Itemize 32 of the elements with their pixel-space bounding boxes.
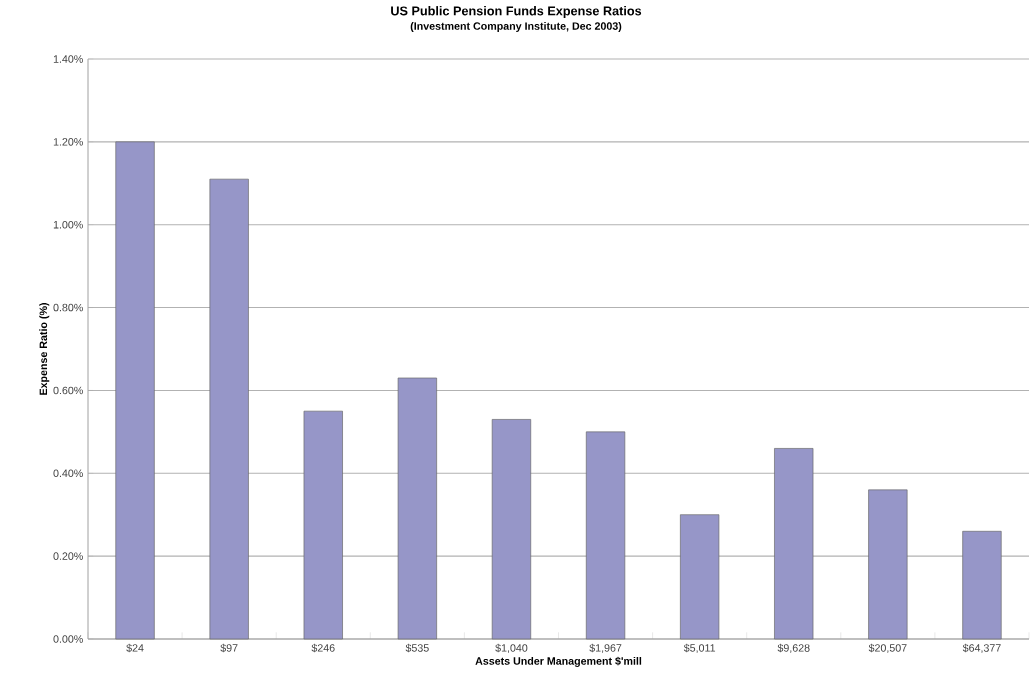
y-tick-label: 1.20%: [53, 138, 83, 146]
chart-title: US Public Pension Funds Expense Ratios: [391, 6, 642, 18]
x-tick-label: $1,967: [589, 643, 622, 653]
x-tick-label: $20,507: [868, 643, 907, 653]
y-tick-label: 1.40%: [53, 55, 83, 63]
bar: [397, 377, 437, 640]
x-tick-label: $1,040: [495, 643, 528, 653]
x-tick-label: $535: [405, 643, 429, 653]
y-tick-label: 1.00%: [53, 220, 83, 229]
y-tick-label: 0.80%: [53, 303, 83, 312]
y-axis-title: Expense Ratio (%): [39, 303, 50, 395]
bar: [491, 419, 532, 640]
x-axis-title: Assets Under Management $'mill: [475, 656, 642, 667]
bar: [209, 178, 249, 640]
bar: [774, 448, 814, 640]
x-tick-label: $64,377: [962, 643, 1001, 653]
bar: [303, 410, 343, 640]
x-tick-label: $9,628: [777, 643, 810, 653]
y-tick-label: 0.20%: [53, 552, 83, 560]
chart-subtitle: (Investment Company Institute, Dec 2003): [410, 22, 622, 32]
y-tick-label: 0.40%: [53, 469, 83, 478]
x-tick-label: $97: [220, 643, 238, 653]
x-tick-label: $24: [126, 643, 144, 653]
bar: [585, 431, 626, 640]
bar: [680, 514, 720, 640]
bar: [962, 530, 1002, 640]
bar: [115, 141, 155, 640]
bar: [868, 489, 908, 640]
x-tick-label: $5,011: [683, 643, 716, 653]
x-tick-label: $246: [311, 643, 335, 653]
y-tick-label: 0.00%: [53, 635, 83, 643]
y-tick-label: 0.60%: [53, 386, 83, 395]
